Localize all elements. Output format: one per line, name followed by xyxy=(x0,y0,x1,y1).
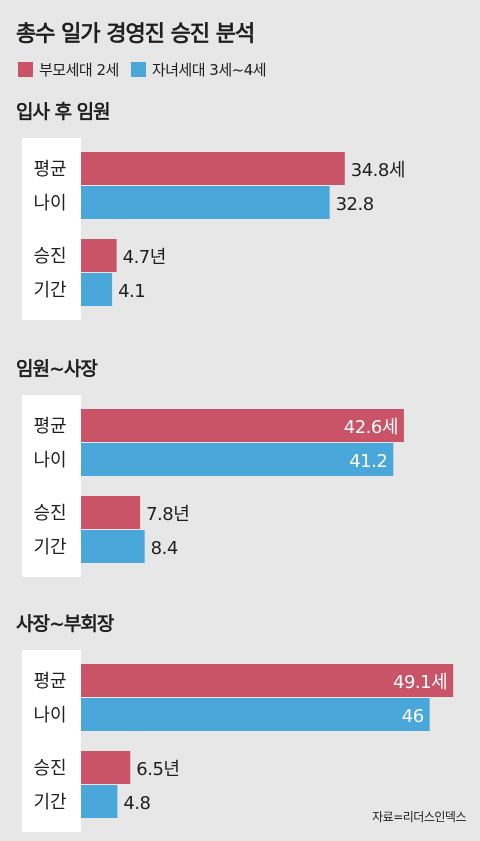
bar-parent xyxy=(81,239,117,272)
panel-title: 사장~부회장 xyxy=(16,613,115,635)
value-label: 34.8세 xyxy=(351,160,405,181)
bar-parent xyxy=(81,751,131,784)
value-label: 42.6세 xyxy=(344,417,398,438)
panel-label-box xyxy=(22,138,81,320)
bar-child xyxy=(81,443,394,476)
group-label: 승진 xyxy=(33,503,66,524)
group-label: 기간 xyxy=(33,537,66,558)
panel-label-box xyxy=(22,395,81,577)
source-note: 자료=리더스인덱스 xyxy=(372,810,466,824)
value-label: 4.1 xyxy=(118,281,145,302)
bar-parent xyxy=(81,664,454,697)
bar-child xyxy=(81,530,145,563)
legend-swatch-child xyxy=(130,61,146,77)
value-label: 4.8 xyxy=(123,793,150,814)
panel-title: 입사 후 임원 xyxy=(16,101,110,123)
group-label: 나이 xyxy=(33,705,66,726)
bar-child xyxy=(81,273,113,306)
value-label: 7.8년 xyxy=(146,504,189,525)
legend: 부모세대 2세 자녀세대 3세~4세 xyxy=(18,58,278,80)
group-label: 평균 xyxy=(33,671,66,692)
bar-child xyxy=(81,186,330,219)
legend-item-child: 자녀세대 3세~4세 xyxy=(130,59,267,80)
group-label: 승진 xyxy=(33,246,66,267)
legend-swatch-parent xyxy=(18,61,33,77)
group-label: 기간 xyxy=(33,280,66,301)
bar-child xyxy=(81,698,430,731)
value-label: 32.8 xyxy=(336,194,374,215)
group-label: 기간 xyxy=(33,792,66,813)
value-label: 4.7년 xyxy=(123,247,166,268)
panel-title: 임원~사장 xyxy=(16,358,98,380)
value-label: 49.1세 xyxy=(393,672,447,693)
group-label: 나이 xyxy=(33,450,66,471)
value-label: 41.2 xyxy=(349,451,387,472)
value-label: 6.5년 xyxy=(136,759,179,780)
chart-title: 총수 일가 경영진 승진 분석 xyxy=(16,22,255,47)
bar-parent xyxy=(81,409,404,442)
group-label: 나이 xyxy=(33,193,66,214)
legend-item-parent: 부모세대 2세 xyxy=(18,59,119,80)
legend-label-parent: 부모세대 2세 xyxy=(39,60,119,79)
group-label: 평균 xyxy=(33,159,66,180)
bar-parent xyxy=(81,496,141,529)
group-label: 승진 xyxy=(33,758,66,779)
bar-child xyxy=(81,785,118,818)
value-label: 8.4 xyxy=(151,538,178,559)
value-label: 46 xyxy=(402,706,424,727)
group-label: 평균 xyxy=(33,416,66,437)
legend-label-child: 자녀세대 3세~4세 xyxy=(151,60,267,79)
bar-parent xyxy=(81,152,345,185)
panel-label-box xyxy=(22,650,81,832)
